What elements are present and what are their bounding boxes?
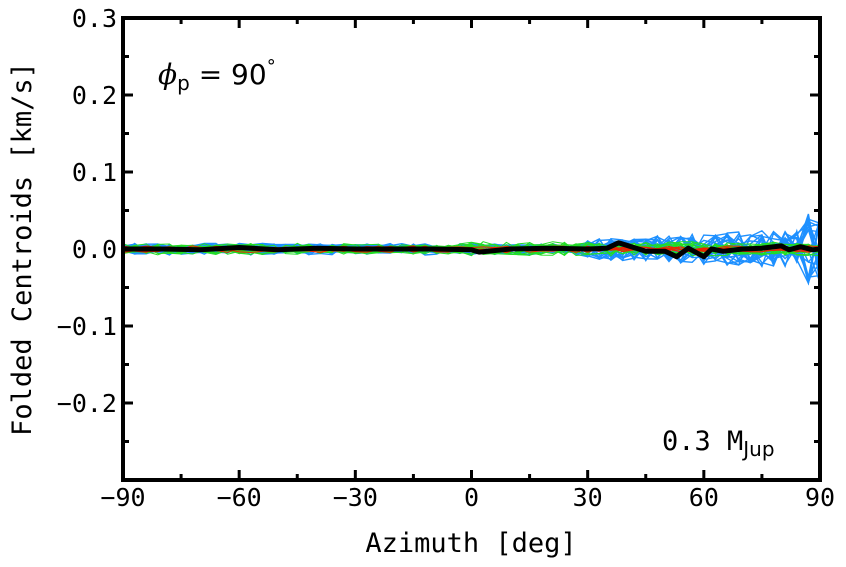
black-series-line xyxy=(123,240,820,260)
x-tick-label: 90 xyxy=(805,483,835,512)
x-tick-label: 0 xyxy=(464,483,479,512)
x-tick-label: 60 xyxy=(689,483,719,512)
phi-symbol: ϕ xyxy=(158,58,177,91)
mass-subscript: Jup xyxy=(741,437,774,461)
plot-lines xyxy=(123,213,820,286)
phi-subscript: p xyxy=(177,71,190,95)
x-tick-label: −30 xyxy=(333,483,378,512)
phi-degree: ° xyxy=(267,56,276,77)
mass-value: 0.3 M xyxy=(662,426,743,457)
mass-annotation: 0.3 MJup xyxy=(662,426,775,461)
y-tick-label: 0.3 xyxy=(72,4,117,33)
x-tick-label: −90 xyxy=(100,483,145,512)
x-tick-label: 30 xyxy=(573,483,603,512)
y-tick-label: 0.0 xyxy=(72,235,117,264)
x-axis-title: Azimuth [deg] xyxy=(365,528,576,559)
y-tick-label: −0.1 xyxy=(57,312,117,341)
phi-annotation: ϕp = 90° xyxy=(158,56,276,95)
phi-value: = 90 xyxy=(190,58,267,91)
y-tick-label: −0.2 xyxy=(57,389,117,418)
tick-labels: −90 −60 −30 0 30 60 90 0.3 0.2 0.1 0.0 −0.1 −0.2 xyxy=(57,4,835,512)
axis-ticks xyxy=(121,16,822,482)
y-axis-title: Folded Centroids [km/s] xyxy=(7,62,38,436)
y-tick-label: 0.2 xyxy=(72,81,117,110)
y-tick-label: 0.1 xyxy=(72,158,117,187)
x-tick-label: −60 xyxy=(217,483,262,512)
